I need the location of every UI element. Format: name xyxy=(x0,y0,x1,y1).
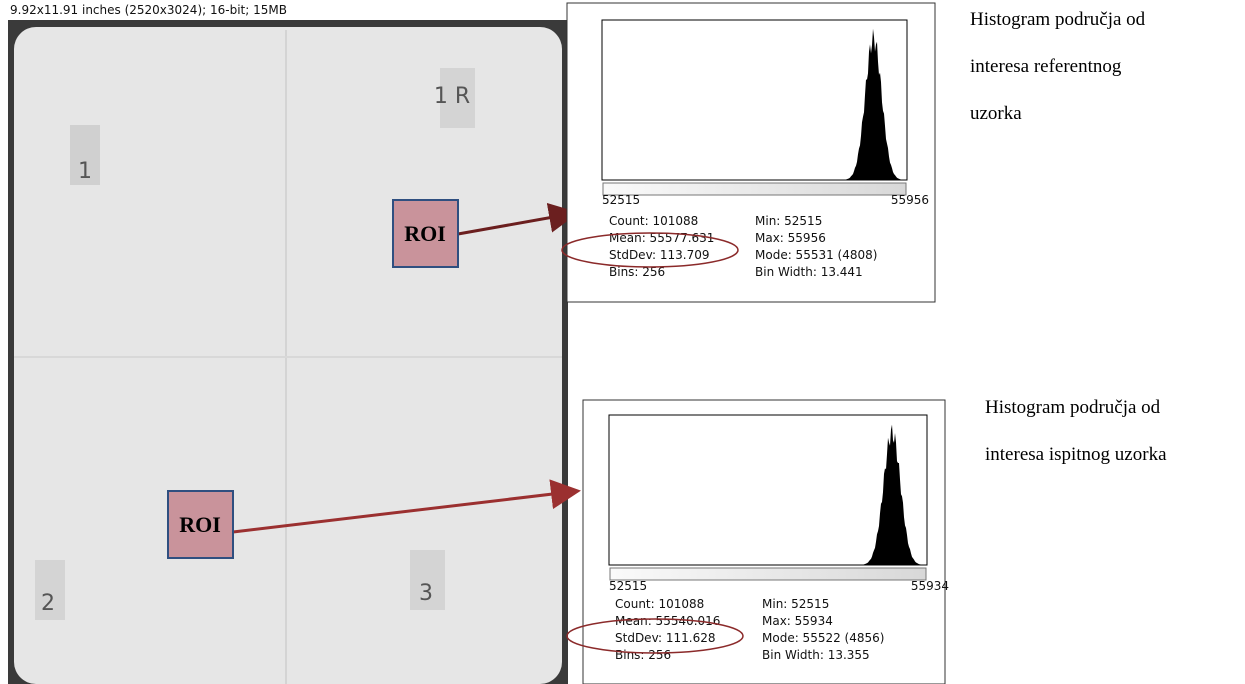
histogram-shape xyxy=(602,28,907,180)
stat: Mode: 55522 (4856) xyxy=(762,631,884,645)
stat: Mean: 55540.016 xyxy=(615,614,720,628)
histogram-shape xyxy=(609,424,927,565)
range-min: 52515 xyxy=(609,579,647,593)
stat: StdDev: 111.628 xyxy=(615,631,716,645)
range-min: 52515 xyxy=(602,193,640,207)
stat: Bin Width: 13.355 xyxy=(762,648,870,662)
stat: Bins: 256 xyxy=(609,265,665,279)
stat: Min: 52515 xyxy=(755,214,822,228)
stat: Bin Width: 13.441 xyxy=(755,265,863,279)
gradient-bar xyxy=(602,182,907,196)
caption: Histogram područja od xyxy=(970,9,1146,30)
marker-tab xyxy=(440,68,475,128)
stat: Count: 101088 xyxy=(615,597,704,611)
caption: interesa ispitnog uzorka xyxy=(985,444,1167,465)
stat: Min: 52515 xyxy=(762,597,829,611)
arrow xyxy=(457,202,579,236)
stat: StdDev: 113.709 xyxy=(609,248,710,262)
marker: 3 xyxy=(419,581,433,606)
radiograph xyxy=(14,27,562,684)
caption: uzorka xyxy=(970,103,1022,124)
marker: 1 xyxy=(78,159,92,184)
plot-area xyxy=(608,414,928,566)
roi-label: ROI xyxy=(404,221,446,246)
caption: Histogram područja od xyxy=(985,397,1161,418)
marker-tab xyxy=(70,125,100,185)
stat: Max: 55956 xyxy=(755,231,826,245)
image-caption: 9.92x11.91 inches (2520x3024); 16-bit; 1… xyxy=(10,3,287,17)
stat: Bins: 256 xyxy=(615,648,671,662)
marker: 2 xyxy=(41,591,55,616)
roi-label: ROI xyxy=(179,512,221,537)
highlight xyxy=(566,618,744,654)
roi-box xyxy=(392,199,459,268)
range-max: 55934 xyxy=(911,579,949,593)
stat: Mode: 55531 (4808) xyxy=(755,248,877,262)
marker: 1 R xyxy=(434,84,470,109)
marker-tab xyxy=(35,560,65,620)
roi-box xyxy=(167,490,234,559)
stat: Count: 101088 xyxy=(609,214,698,228)
plot-area xyxy=(601,19,908,181)
highlight xyxy=(561,232,739,268)
stat: Max: 55934 xyxy=(762,614,833,628)
marker-tab xyxy=(410,550,445,610)
gradient-bar xyxy=(609,567,927,581)
caption: interesa referentnog xyxy=(970,56,1122,77)
arrow xyxy=(232,479,581,534)
range-max: 55956 xyxy=(891,193,929,207)
